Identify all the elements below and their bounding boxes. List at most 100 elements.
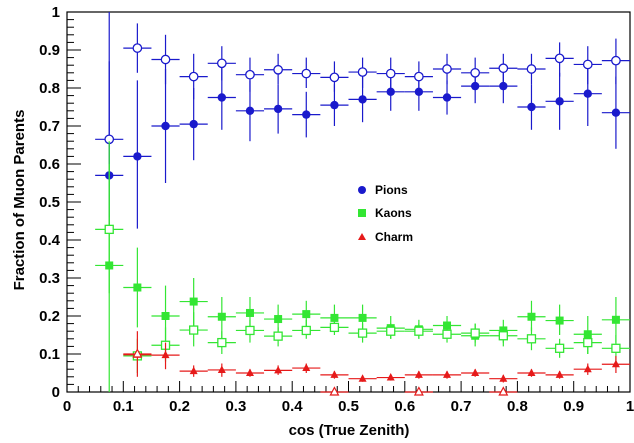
kaons-point: [161, 312, 170, 320]
pions_open-point: [611, 55, 621, 66]
pions-point: [330, 100, 339, 110]
pions-point: [245, 106, 255, 116]
kaons_open-point: [498, 331, 508, 341]
kaons-point: [611, 315, 620, 324]
y-tick-label: 0.9: [39, 42, 60, 59]
pions-point: [273, 104, 283, 114]
kaons-point: [443, 321, 452, 330]
pions-point: [217, 93, 227, 102]
legend-label-pions: Pions: [375, 183, 408, 197]
x-tick-label: 0.1: [113, 398, 134, 415]
kaons-point: [527, 312, 536, 321]
pions_open-point: [273, 64, 283, 75]
pions-point: [499, 81, 508, 91]
charm_open-point: [413, 386, 424, 396]
pions_open-point: [216, 58, 227, 69]
kaons_open-point: [583, 337, 593, 348]
charm-point: [527, 368, 536, 376]
charm-point: [189, 366, 198, 375]
charm-point: [161, 350, 170, 359]
legend-label-kaons: Kaons: [375, 206, 412, 220]
axes-frame: 00 0.1 0.1 0.2 0.2 0.3 0.3 0.4 0.4 0.5 0.5 0.6 0.6 0.…: [39, 4, 634, 415]
charm-point: [358, 374, 367, 382]
kaons_open-point: [273, 331, 283, 341]
charm-point: [386, 373, 395, 381]
y-tick-label: 0.1: [39, 346, 60, 363]
y-tick-label: 0: [52, 384, 60, 401]
charm-point: [302, 363, 311, 372]
legend-marker-charm: [358, 233, 366, 240]
pions_open-point: [414, 71, 424, 82]
pions_open-point: [582, 59, 593, 70]
charm-point: [499, 374, 508, 382]
charm_open-point: [498, 386, 509, 396]
pions_open-point: [442, 64, 452, 74]
x-tick-label: 0.9: [563, 398, 584, 415]
charm-point: [555, 370, 564, 378]
x-tick-label: 0.2: [169, 398, 190, 415]
kaons_open-point: [357, 328, 368, 338]
axis-titles: cos (True Zenith) Fraction of Muon Paren…: [11, 110, 409, 439]
y-tick-label: 0.8: [39, 80, 60, 97]
kaons-point: [358, 313, 367, 322]
pions_open-point: [329, 72, 340, 83]
series-charm: [123, 331, 630, 383]
series-charm_open: [123, 348, 518, 396]
charm_open-point: [329, 386, 340, 396]
pions-point: [133, 152, 142, 161]
series-kaons: [95, 141, 630, 392]
charm-point: [330, 370, 339, 378]
pions_open-point: [132, 43, 143, 53]
pions-point: [302, 110, 311, 119]
charm-point: [414, 370, 423, 378]
kaons_open-point: [442, 329, 452, 339]
pions_open-point: [385, 68, 396, 79]
pions_open-point: [470, 67, 481, 78]
pions_open-point: [188, 71, 199, 82]
kaons-point: [189, 297, 198, 306]
pions-point: [611, 108, 621, 117]
x-tick-label: 0.5: [338, 398, 359, 415]
x-tick-label: 0.8: [507, 398, 528, 415]
kaons-point: [274, 315, 283, 324]
x-tick-label: 0.7: [451, 398, 472, 415]
legend-marker-kaons: [358, 209, 366, 217]
y-axis-title: Fraction of Muon Parents: [11, 110, 28, 291]
pions-point: [161, 121, 170, 131]
x-tick-label: 0.4: [282, 398, 304, 415]
y-tick-label: 0.7: [39, 118, 60, 135]
kaons-point: [302, 310, 311, 319]
kaons_open-point: [217, 337, 227, 348]
kaons-point: [330, 313, 339, 322]
kaons-point: [133, 283, 142, 292]
kaons_open-point: [189, 325, 199, 335]
pions-point: [555, 97, 564, 106]
y-tick-label: 1: [52, 4, 60, 21]
charm-point: [471, 368, 480, 376]
charm-point: [611, 359, 620, 368]
kaons_open-point: [329, 322, 340, 333]
charm-point: [274, 365, 283, 374]
pions-point: [583, 89, 592, 98]
y-tick-label: 0.6: [39, 156, 60, 173]
x-tick-label: 1: [626, 398, 634, 415]
pions_open-point: [245, 69, 255, 80]
legend: Pions Kaons Charm: [345, 176, 455, 248]
kaons_open-point: [386, 326, 396, 336]
pions_open-point: [301, 68, 312, 79]
kaons-point: [217, 312, 226, 321]
data-points: [95, 12, 630, 396]
kaons_open-point: [301, 325, 311, 336]
pions-point: [189, 119, 198, 129]
charm-point: [583, 364, 592, 373]
charm-point: [217, 365, 226, 373]
charm-point: [245, 368, 254, 376]
y-tick-label: 0.4: [39, 232, 61, 249]
kaons-point: [555, 316, 564, 325]
kaons_open-point: [470, 328, 480, 338]
kaons_open-point: [526, 334, 537, 344]
charm_open-point: [132, 348, 143, 358]
x-tick-label: 0.6: [394, 398, 415, 415]
charm-point: [443, 370, 452, 378]
